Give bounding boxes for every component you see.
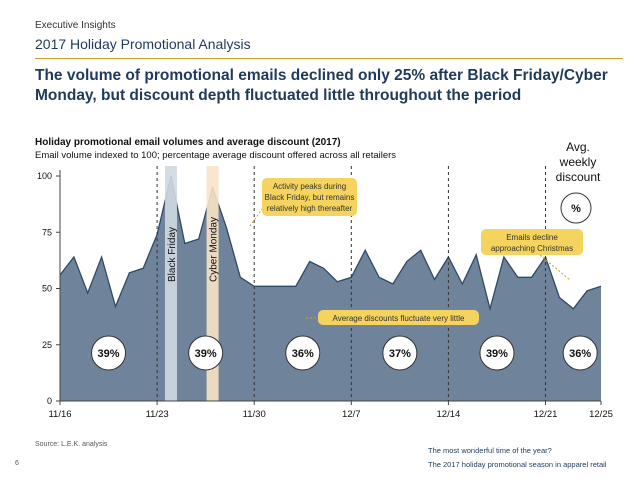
x-tick-label-6: 12/25 (589, 409, 613, 420)
avg-header-line2: weekly (559, 155, 597, 169)
x-tick-label-4: 12/14 (437, 409, 461, 420)
discount-circle-1 (188, 335, 224, 371)
x-tick-label-2: 11/30 (243, 409, 266, 420)
footer-line-2: The 2017 holiday promotional season in a… (428, 460, 607, 469)
y-tick-label-1: 25 (42, 340, 52, 350)
y-tick-label-2: 50 (42, 284, 52, 294)
callout-text-0-2: relatively high thereafter (267, 204, 353, 213)
event-label-0: Black Friday (167, 227, 178, 282)
avg-discount-header: Avg. weekly discount (545, 140, 611, 185)
callout-text-0-0: Activity peaks during (273, 182, 346, 191)
callout-text-1-1: approaching Christmas (491, 244, 573, 253)
discount-circle-2 (285, 335, 321, 371)
callout-box-1 (481, 229, 583, 255)
x-tick-label-0: 11/16 (48, 409, 71, 420)
y-tick-label-0: 0 (47, 396, 52, 406)
discount-symbol: % (571, 203, 581, 215)
page-subtitle: 2017 Holiday Promotional Analysis (35, 36, 251, 52)
chart-subtitle: Email volume indexed to 100; percentage … (35, 150, 397, 161)
section-label: Executive Insights (35, 20, 116, 31)
discount-circle-0 (91, 335, 127, 371)
discount-value-2: 36% (292, 348, 314, 360)
avg-header-line1: Avg. (566, 140, 590, 154)
discount-value-0: 39% (98, 348, 120, 360)
x-tick-label-5: 12/21 (534, 409, 558, 420)
x-tick-label-3: 12/7 (342, 409, 361, 420)
y-tick-label-4: 100 (37, 171, 52, 181)
callout-text-1-0: Emails decline (506, 233, 558, 242)
callout-text-0-1: Black Friday, but remains (265, 193, 355, 202)
chart-title: Holiday promotional email volumes and av… (35, 137, 341, 148)
discount-value-3: 37% (389, 348, 411, 360)
discount-circle-3 (382, 335, 418, 371)
source-note: Source: L.E.K. analysis (35, 441, 108, 448)
discount-value-5: 36% (569, 348, 591, 360)
avg-header-line3: discount (555, 170, 601, 184)
callout-box-2 (318, 310, 479, 325)
title-divider (35, 58, 623, 59)
page-headline: The volume of promotional emails decline… (35, 67, 608, 104)
discount-circle-4 (479, 335, 515, 371)
discount-circle-5 (562, 335, 598, 371)
event-bar-0 (164, 166, 177, 401)
discount-symbol-circle (560, 192, 592, 224)
callout-text-2-0: Average discounts fluctuate very little (333, 314, 465, 323)
event-label-1: Cyber Monday (209, 217, 220, 282)
volume-line (59, 175, 602, 312)
discount-value-1: 39% (195, 348, 217, 360)
callout-pointer-1 (539, 254, 571, 281)
footer-line-1: The most wonderful time of the year? (428, 446, 552, 455)
callout-box-0 (262, 178, 357, 216)
x-tick-label-1: 11/23 (146, 409, 169, 420)
page-number: 6 (15, 460, 19, 467)
discount-value-4: 39% (486, 348, 508, 360)
y-tick-label-3: 75 (42, 227, 52, 237)
